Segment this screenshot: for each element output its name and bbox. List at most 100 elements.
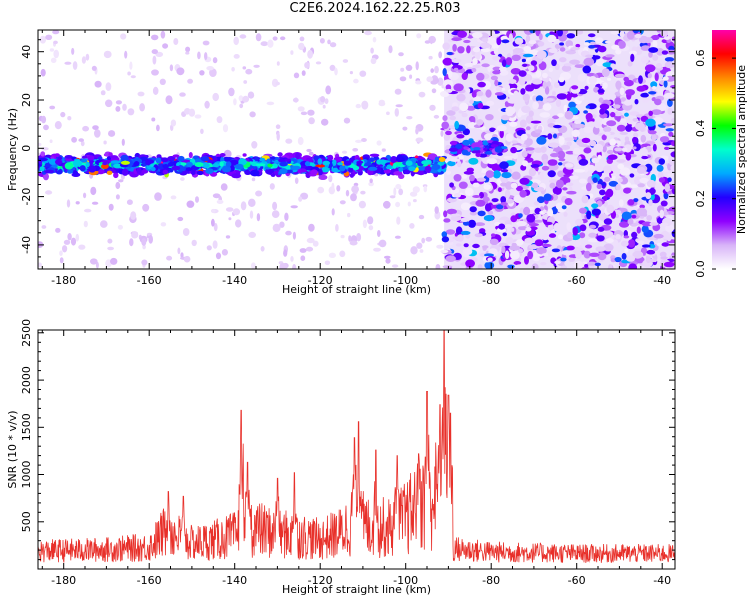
spectrogram-cell — [151, 117, 156, 122]
spectrogram-cell — [599, 103, 610, 110]
spectrogram-cell — [137, 91, 145, 97]
spectrogram-cell — [540, 262, 547, 266]
spectrogram-cell — [312, 240, 319, 247]
spectrogram-cell — [510, 250, 520, 260]
spectrogram-cell — [646, 258, 658, 263]
spectrogram-cell — [210, 208, 216, 213]
spectrogram-cell — [349, 240, 358, 246]
spectrogram-cell — [518, 70, 527, 77]
spectrogram-cell — [521, 144, 527, 148]
spectrogram-cell — [443, 133, 451, 141]
spectrogram-cell — [500, 182, 508, 187]
spectrogram-cell — [604, 131, 611, 136]
spectrogram-cell — [512, 47, 524, 54]
spectrogram-cell — [523, 45, 531, 53]
spectrogram-cell — [623, 76, 629, 82]
spectrogram-cell — [597, 132, 604, 136]
spectrogram-cell — [419, 249, 424, 253]
spectrogram-cell — [324, 260, 331, 266]
echo-patch-cell — [494, 146, 503, 153]
echo-band-cell — [54, 153, 60, 158]
snr-x-tick-label: -100 — [393, 574, 418, 587]
spectrogram-cell — [460, 202, 471, 211]
spectrogram-cell — [615, 183, 621, 191]
spectrogram-cell — [579, 224, 587, 232]
spectrogram-cell — [534, 147, 543, 153]
echo-band-cell — [72, 159, 83, 167]
spectrogram-cell — [479, 42, 491, 49]
spectrogram-cell — [597, 154, 602, 160]
spectrogram-cell — [506, 198, 514, 204]
spectrogram-cell — [339, 200, 346, 205]
spectrogram-cell — [596, 235, 605, 242]
spectrogram-cell — [299, 36, 305, 42]
spectrogram-cell — [269, 183, 275, 190]
spectrogram-cell — [129, 238, 134, 247]
spectrogram-cell — [239, 103, 244, 109]
spectrogram-cell — [228, 217, 232, 221]
spectrogram-cell — [211, 218, 215, 227]
spectrogram-cell — [486, 100, 495, 106]
spectrogram-cell — [148, 234, 153, 244]
spectrogram-cell — [663, 123, 674, 127]
spectrogram-cell — [442, 115, 448, 122]
spectrogram-cell — [373, 247, 381, 252]
echo-band-cell — [87, 155, 95, 161]
spectrogram-cell — [665, 128, 674, 132]
spectrogram-cell — [299, 248, 307, 253]
spectrogram-cell — [596, 183, 602, 190]
spectrogram-cell — [660, 30, 669, 37]
spectrogram-cell — [568, 257, 575, 262]
spectrogram-cell — [407, 201, 411, 207]
spectrogram-cell — [573, 147, 581, 155]
spectrogram-cell — [539, 112, 551, 118]
spectrogram-cell — [483, 184, 491, 190]
spectrogram-cell — [667, 107, 673, 115]
spectrogram-cell — [575, 250, 582, 260]
spectrogram-cell — [450, 213, 461, 217]
echo-band-cell — [318, 168, 323, 177]
spectrogram-cell — [661, 50, 669, 55]
spectrogram-cell — [571, 129, 580, 138]
spectrogram-cell — [64, 61, 72, 65]
spectrogram-cell — [418, 214, 425, 220]
spectrogram-cell — [564, 198, 573, 206]
spectrogram-cell — [589, 252, 600, 257]
spectrogram-cell — [472, 58, 478, 65]
spectrogram-cell — [39, 35, 47, 44]
spectrogram-cell — [472, 243, 480, 249]
spectrogram-cell — [492, 56, 501, 61]
spectrogram-cell — [103, 50, 112, 59]
spectrogram-cell — [40, 68, 46, 77]
spectrogram-cell — [617, 178, 623, 183]
echo-band-cell — [72, 170, 79, 176]
spectrogram-y-axis-label: Frequency (Hz) — [6, 108, 19, 191]
spectrogram-cell — [468, 219, 476, 228]
spectrogram-cell — [485, 89, 492, 98]
spectrogram-cell — [505, 224, 512, 228]
spectrogram-cell — [355, 103, 361, 109]
spectrogram-cell — [445, 130, 452, 136]
echo-band-cell — [121, 168, 129, 176]
spectrogram-cell — [558, 162, 563, 166]
spectrogram-cell — [496, 228, 507, 233]
echo-band-cell — [259, 157, 266, 162]
spectrogram-cell — [525, 226, 532, 232]
spectrogram-cell — [472, 31, 483, 39]
spectrogram-cell — [643, 37, 653, 44]
spectrogram-cell — [561, 65, 572, 72]
spectrogram-cell — [534, 129, 543, 134]
snr-y-tick-label: 500 — [20, 511, 33, 532]
spectrogram-cell — [38, 262, 42, 268]
spectrogram-cell — [564, 137, 575, 141]
spectrogram-cell — [251, 262, 256, 269]
spectrogram-cell — [566, 93, 572, 101]
spectrogram-cell — [494, 79, 499, 87]
echo-band-cell — [322, 160, 331, 166]
spectrogram-cell — [575, 43, 581, 48]
spectrogram-cell — [280, 36, 286, 41]
spectrogram-x-tick-label: -80 — [482, 274, 500, 287]
spectrogram-cell — [553, 222, 561, 232]
spectrogram-cell — [561, 205, 567, 210]
spectrogram-cell — [336, 185, 341, 192]
